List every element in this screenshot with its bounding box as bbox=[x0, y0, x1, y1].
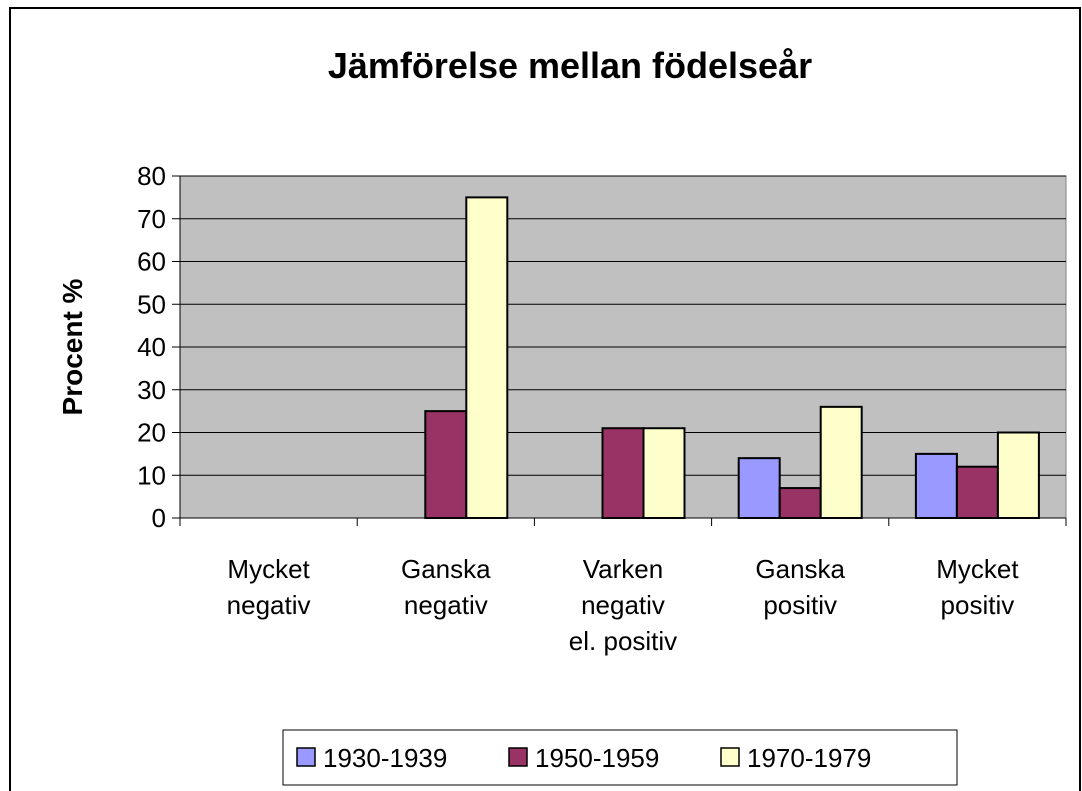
y-tick-label: 0 bbox=[152, 503, 166, 533]
x-tick-label: Mycket negativ bbox=[227, 554, 311, 620]
bar bbox=[737, 457, 781, 519]
x-tick-label: Ganska negativ bbox=[401, 554, 491, 620]
bar bbox=[465, 196, 509, 519]
bar bbox=[778, 487, 822, 520]
legend-box bbox=[282, 729, 958, 786]
legend-swatch bbox=[720, 747, 740, 767]
bar bbox=[996, 431, 1040, 519]
bar bbox=[601, 427, 645, 520]
bar bbox=[955, 465, 999, 520]
y-tick-label: 50 bbox=[137, 289, 166, 319]
x-tick-label: Ganska positiv bbox=[755, 554, 845, 620]
bar bbox=[642, 427, 686, 520]
y-tick-label: 30 bbox=[137, 375, 166, 405]
legend-swatch bbox=[296, 747, 316, 767]
y-tick-label: 60 bbox=[137, 247, 166, 277]
legend-label: 1970-1979 bbox=[747, 743, 871, 773]
x-tick-label: Mycket positiv bbox=[936, 554, 1019, 620]
y-tick-label: 20 bbox=[137, 418, 166, 448]
x-tick-label: Varken negativ el. positiv bbox=[569, 554, 677, 656]
y-axis-label: Procent % bbox=[57, 278, 88, 415]
y-tick-label: 10 bbox=[137, 460, 166, 490]
legend-label: 1950-1959 bbox=[535, 743, 659, 773]
chart-title: Jämförelse mellan födelseår bbox=[328, 45, 812, 86]
y-tick-label: 70 bbox=[137, 204, 166, 234]
bar bbox=[914, 452, 958, 519]
legend-swatch bbox=[508, 747, 528, 767]
y-tick-label: 40 bbox=[137, 332, 166, 362]
bar bbox=[819, 405, 863, 520]
y-tick-label: 80 bbox=[137, 161, 166, 191]
legend-label: 1930-1939 bbox=[323, 743, 447, 773]
bar bbox=[424, 410, 468, 519]
